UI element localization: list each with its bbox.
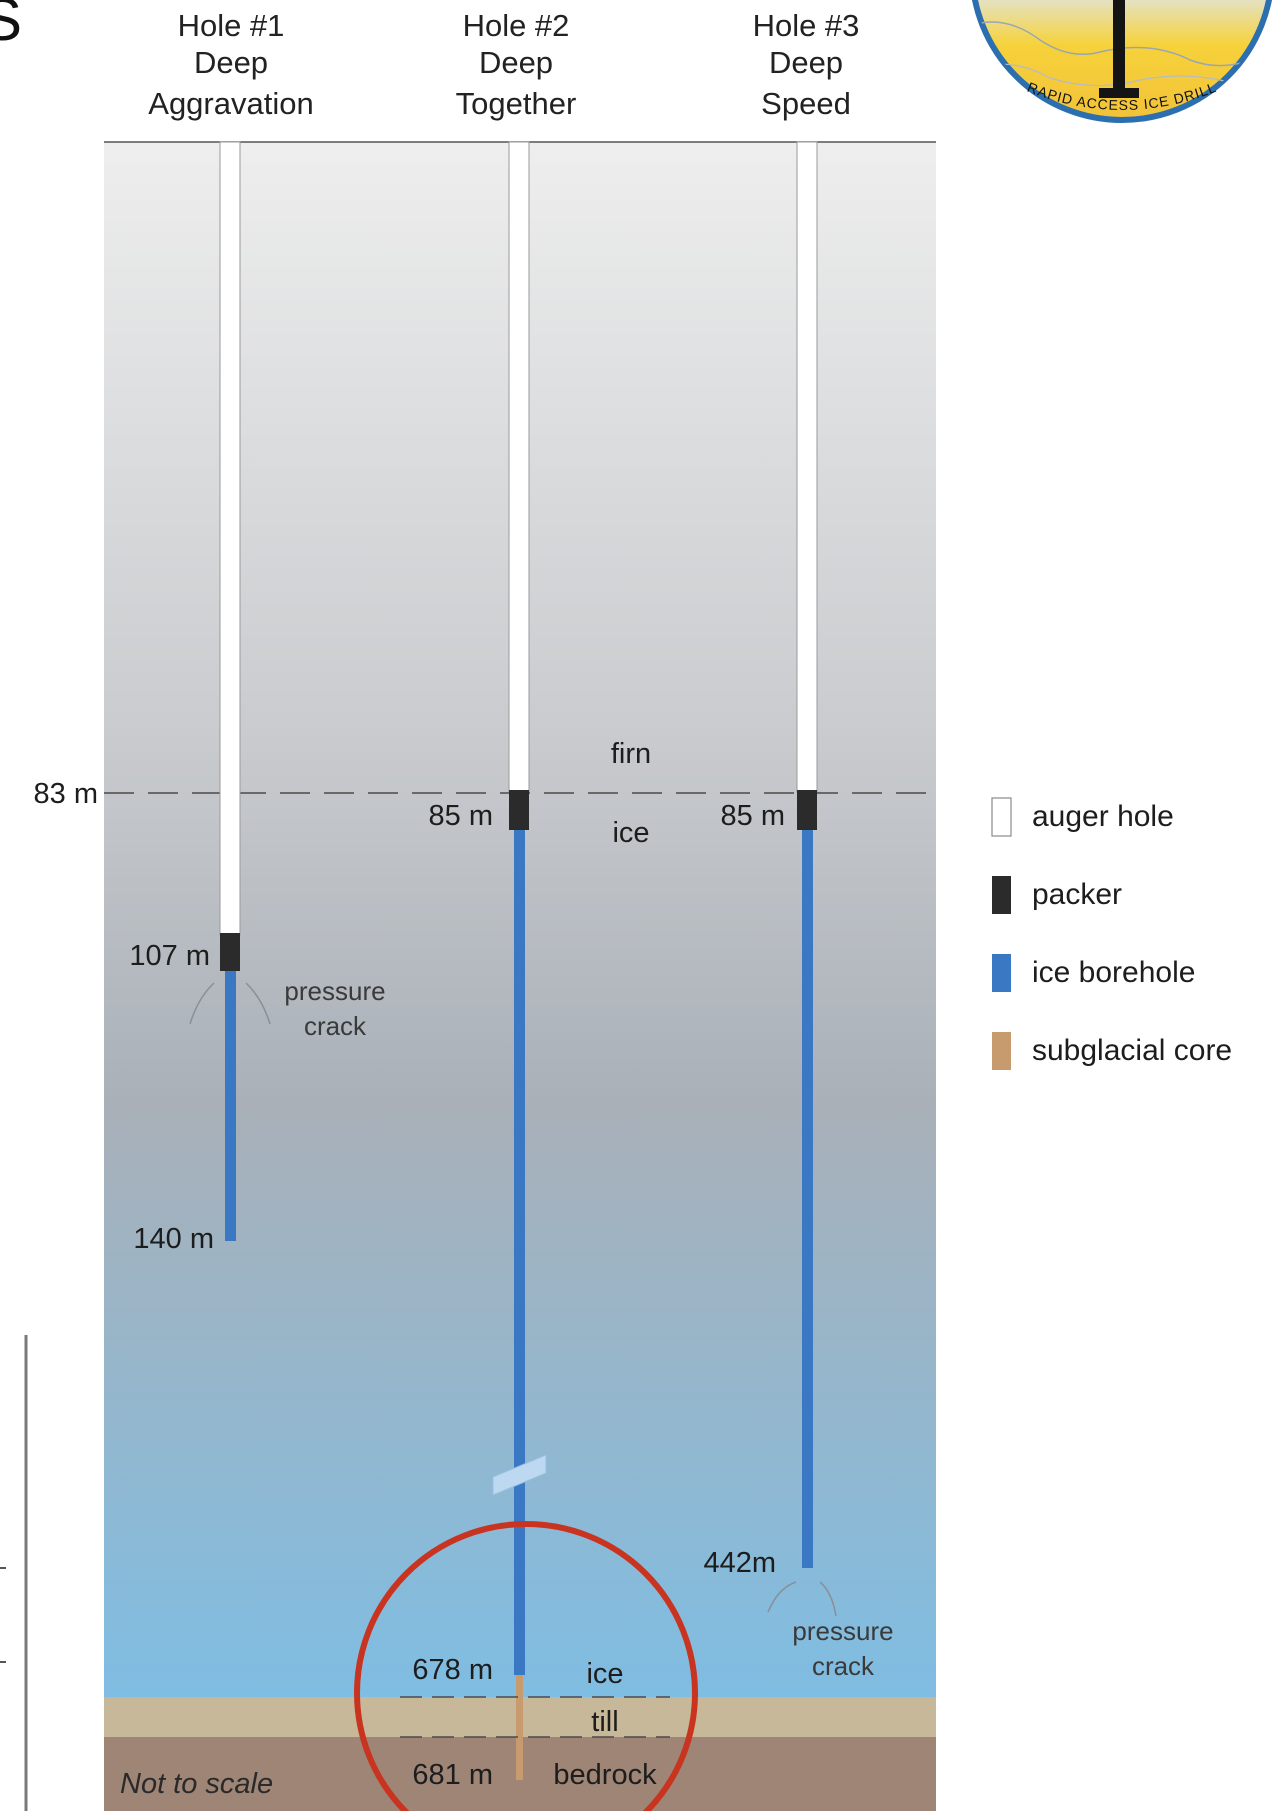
hole-2-name: Deep xyxy=(479,45,553,80)
legend-swatch-subglacial-core xyxy=(992,1032,1011,1070)
bottom-ice-label: ice xyxy=(586,1658,623,1690)
hole-1-pressure-crack xyxy=(245,982,271,1025)
hole-1-name: Deep xyxy=(194,45,268,80)
legend-label-auger-hole: auger hole xyxy=(1032,800,1174,833)
hole-3-pressure-crack xyxy=(767,1581,797,1613)
hole-2-packer-depth: 85 m xyxy=(429,800,493,832)
logo-drill-icon xyxy=(1113,0,1125,90)
hole-3-title: Hole #3 xyxy=(753,8,860,43)
legend-label-packer: packer xyxy=(1032,878,1122,911)
hole-1-note: crack xyxy=(304,1011,367,1041)
hole-3-pressure-crack xyxy=(819,1581,837,1617)
legend: auger hole packer ice borehole subglacia… xyxy=(991,797,1232,1070)
hole-3-bottom-depth: 442m xyxy=(703,1547,776,1579)
hole-2-axis-break xyxy=(492,1454,547,1496)
hole-3-name: Deep xyxy=(769,45,843,80)
hole-2-name: Together xyxy=(456,86,577,121)
hole-2-bottom-depth: 681 m xyxy=(412,1759,493,1791)
hole-1-packer-depth: 107 m xyxy=(129,940,210,972)
hole-1-note: pressure xyxy=(284,976,385,1006)
hole-1-packer xyxy=(220,933,240,971)
bedrock-highlight-circle xyxy=(354,1521,698,1811)
hole-3-note: pressure xyxy=(792,1616,893,1646)
hole-3-ice-borehole xyxy=(802,830,813,1568)
ice-label: ice xyxy=(612,817,649,849)
hole-2-title: Hole #2 xyxy=(463,8,570,43)
hole-2-subglacial-core xyxy=(516,1675,523,1780)
legend-label-subglacial-core: subglacial core xyxy=(1032,1034,1232,1067)
hole-3-name: Speed xyxy=(761,86,851,121)
hole-3-note: crack xyxy=(812,1651,875,1681)
hole-3-auger-hole xyxy=(796,141,818,793)
hole-1-ice-borehole xyxy=(225,971,236,1241)
legend-label-ice-borehole: ice borehole xyxy=(1032,956,1195,989)
hole-2-ice-depth: 678 m xyxy=(412,1654,493,1686)
hole-1-name: Aggravation xyxy=(148,86,313,121)
hole-3-packer xyxy=(797,790,817,830)
scale-note: Not to scale xyxy=(120,1768,273,1800)
hole-2-packer xyxy=(509,790,529,830)
hole-1-title: Hole #1 xyxy=(178,8,285,43)
hole-1-pressure-crack xyxy=(189,982,215,1025)
hole-3-packer-depth: 85 m xyxy=(721,800,785,832)
hole-1-bottom-depth: 140 m xyxy=(133,1223,214,1255)
till-label: till xyxy=(591,1706,618,1738)
hole-1-auger-hole xyxy=(219,141,241,936)
rapid-access-ice-drill-logo: RAPID ACCESS ICE DRILL xyxy=(972,0,1272,123)
hole-2-ice-borehole xyxy=(514,830,525,1675)
hole-2-auger-hole xyxy=(508,141,530,793)
firn-label: firn xyxy=(611,738,651,770)
cropped-glyph: S xyxy=(0,0,22,53)
boundary-depth-label: 83 m xyxy=(34,778,98,810)
bedrock-label: bedrock xyxy=(553,1759,657,1791)
legend-swatch-packer xyxy=(992,876,1011,914)
legend-swatch-ice-borehole xyxy=(992,954,1011,992)
legend-swatch-auger-hole xyxy=(991,797,1012,837)
